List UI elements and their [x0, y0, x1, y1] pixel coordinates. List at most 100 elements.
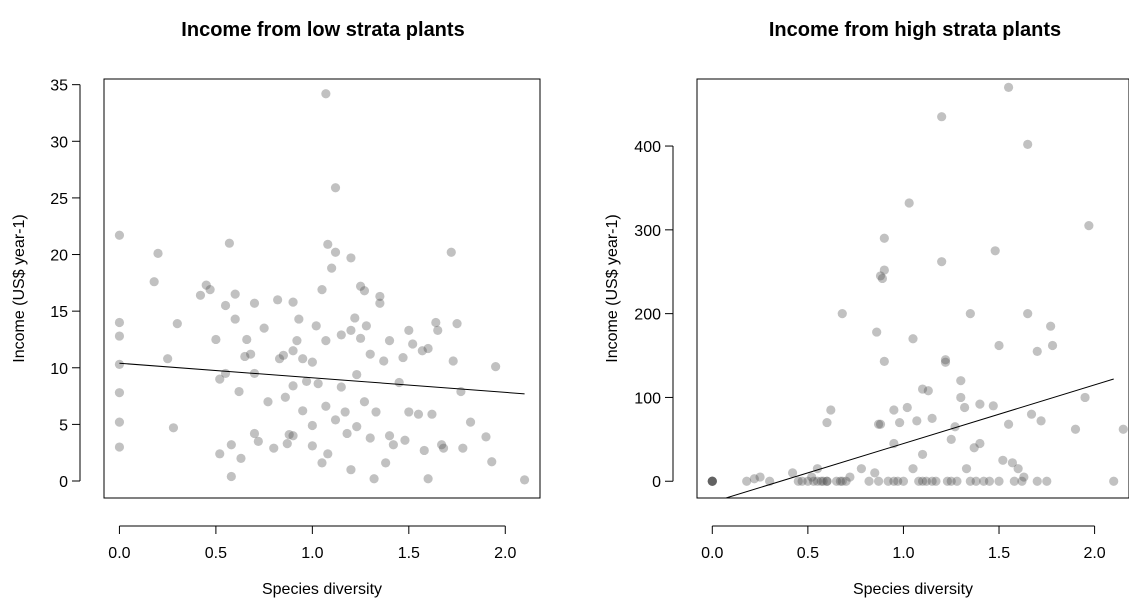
data-point	[458, 443, 468, 453]
data-point	[350, 313, 360, 323]
y-axis-label: Income (US$ year-1)	[604, 214, 621, 363]
data-point	[837, 476, 847, 486]
data-point	[1009, 476, 1019, 486]
data-point	[787, 468, 798, 478]
y-tick-label: 0	[59, 474, 68, 491]
data-point	[273, 295, 283, 305]
data-point	[895, 417, 905, 428]
data-point	[990, 246, 1000, 256]
data-point	[446, 247, 456, 257]
data-point	[263, 397, 273, 407]
data-point	[707, 476, 717, 486]
data-point	[812, 476, 823, 486]
data-point	[877, 273, 888, 284]
data-point	[1109, 476, 1119, 486]
data-point	[427, 409, 437, 419]
data-point	[975, 399, 985, 409]
data-point	[816, 476, 826, 486]
data-point	[707, 476, 717, 486]
data-point	[336, 330, 346, 340]
data-point	[298, 406, 308, 416]
data-point	[365, 349, 375, 359]
data-point	[249, 298, 260, 308]
data-point	[707, 476, 717, 486]
data-point	[937, 257, 947, 267]
data-point	[423, 474, 433, 484]
data-point	[313, 379, 323, 389]
data-point	[879, 233, 889, 243]
x-axis-label: Species diversity	[853, 581, 973, 598]
panel-high-strata: Income from high strata plants Species d…	[604, 19, 1129, 598]
data-point	[969, 443, 979, 453]
data-point	[423, 343, 433, 354]
data-point	[994, 476, 1004, 486]
x-tick-label: 0.0	[108, 545, 130, 562]
data-point	[323, 449, 333, 459]
data-point	[873, 476, 884, 486]
data-point	[988, 401, 998, 411]
x-tick-label: 1.0	[892, 545, 914, 562]
data-point	[879, 356, 889, 367]
data-point	[1013, 464, 1023, 474]
data-point	[114, 442, 125, 452]
data-point	[365, 433, 375, 443]
data-point	[220, 300, 231, 311]
data-point	[400, 435, 410, 445]
data-point	[994, 340, 1004, 351]
data-point	[822, 476, 832, 486]
data-point	[346, 465, 356, 475]
data-point	[379, 356, 389, 366]
y-tick-label: 20	[50, 248, 68, 265]
data-point	[946, 434, 956, 444]
data-point	[898, 476, 909, 486]
data-point	[288, 346, 298, 356]
data-point	[317, 285, 327, 295]
data-point	[749, 474, 759, 484]
data-point	[914, 476, 924, 486]
data-point	[240, 351, 250, 362]
data-point	[952, 476, 962, 486]
data-point	[965, 309, 975, 319]
data-point	[284, 429, 294, 440]
data-point	[1007, 458, 1017, 468]
data-point	[1042, 476, 1052, 486]
y-tick-label: 30	[50, 134, 68, 151]
data-point	[971, 476, 981, 486]
data-point	[845, 472, 855, 482]
x-tick-label: 1.5	[398, 545, 420, 562]
data-point	[742, 476, 752, 486]
panel-low-strata: Income from low strata plants Species di…	[11, 19, 541, 598]
data-point	[404, 407, 414, 417]
y-tick-label: 200	[634, 307, 661, 324]
x-tick-label: 1.0	[301, 545, 323, 562]
data-point	[394, 377, 404, 388]
data-point	[375, 298, 385, 308]
data-point	[1003, 82, 1014, 92]
data-point	[311, 321, 321, 331]
data-point	[280, 392, 290, 402]
data-point	[211, 334, 221, 345]
data-point	[1084, 221, 1094, 231]
data-point	[822, 476, 832, 486]
data-point	[902, 402, 912, 413]
data-point	[433, 325, 443, 335]
data-point	[294, 314, 304, 324]
data-point	[917, 384, 928, 394]
data-point	[883, 476, 893, 486]
data-point	[431, 317, 441, 328]
data-point	[956, 392, 966, 403]
data-point	[519, 475, 530, 485]
data-point	[288, 297, 298, 307]
data-point	[330, 183, 341, 193]
y-tick-label: 15	[50, 304, 68, 321]
data-point	[327, 263, 337, 273]
y-tick-label: 300	[634, 223, 661, 240]
x-axis-label: Species diversity	[262, 581, 382, 598]
data-point	[487, 457, 497, 467]
data-point	[398, 352, 408, 363]
data-point	[259, 323, 269, 333]
data-point	[226, 440, 236, 450]
x-tick-label: 2.0	[494, 545, 516, 562]
y-axis-label: Income (US$ year-1)	[11, 214, 28, 363]
data-point	[831, 476, 842, 486]
